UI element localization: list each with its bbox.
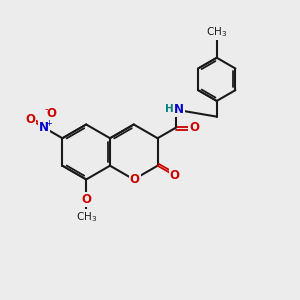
Text: N: N bbox=[39, 121, 49, 134]
Text: CH$_3$: CH$_3$ bbox=[206, 25, 227, 39]
Text: O: O bbox=[81, 193, 91, 206]
Text: H: H bbox=[165, 104, 174, 114]
Text: N: N bbox=[174, 103, 184, 116]
Text: -: - bbox=[45, 104, 48, 114]
Text: O: O bbox=[46, 107, 57, 120]
Text: O: O bbox=[130, 173, 140, 186]
Text: CH$_3$: CH$_3$ bbox=[76, 210, 97, 224]
Text: O: O bbox=[189, 121, 199, 134]
Text: O: O bbox=[25, 113, 35, 126]
Text: +: + bbox=[45, 118, 52, 127]
Text: O: O bbox=[169, 169, 180, 182]
